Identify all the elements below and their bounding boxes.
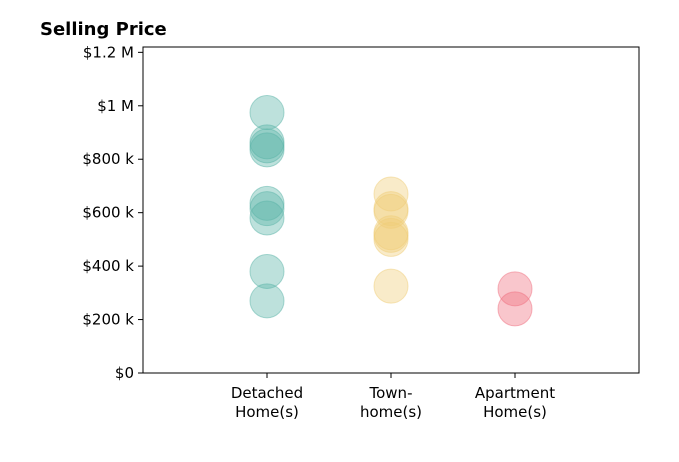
data-point <box>249 94 285 130</box>
y-tick-label: $400 k <box>82 257 134 275</box>
chart-title: Selling Price <box>40 19 167 40</box>
data-point <box>497 291 533 327</box>
y-tick-label: $1 M <box>97 97 134 115</box>
data-points <box>249 94 533 327</box>
data-point <box>373 193 409 229</box>
x-axis: Detached Home(s) Town-home(s) Apartment Home… <box>231 373 555 421</box>
x-tick-label: Apartment Home(s) <box>475 384 555 421</box>
data-point <box>249 200 285 236</box>
data-point <box>249 185 285 221</box>
y-tick-label: $200 k <box>82 311 134 329</box>
x-tick-label: Town-home(s) <box>360 384 422 421</box>
y-axis: $0 $200 k $400 k $600 k $800 k $1 M $1.2 M <box>82 43 143 382</box>
data-point <box>249 253 285 289</box>
x-tick-label: Detached Home(s) <box>231 384 303 421</box>
data-point <box>249 132 285 168</box>
data-point <box>249 283 285 319</box>
y-tick-label: $800 k <box>82 150 134 168</box>
data-point <box>373 221 409 257</box>
data-point <box>249 191 285 227</box>
y-tick-label: $0 <box>115 364 134 382</box>
y-tick-label: $1.2 M <box>83 43 134 61</box>
y-tick-label: $600 k <box>82 204 134 222</box>
data-point <box>373 268 409 304</box>
data-point <box>497 271 533 307</box>
